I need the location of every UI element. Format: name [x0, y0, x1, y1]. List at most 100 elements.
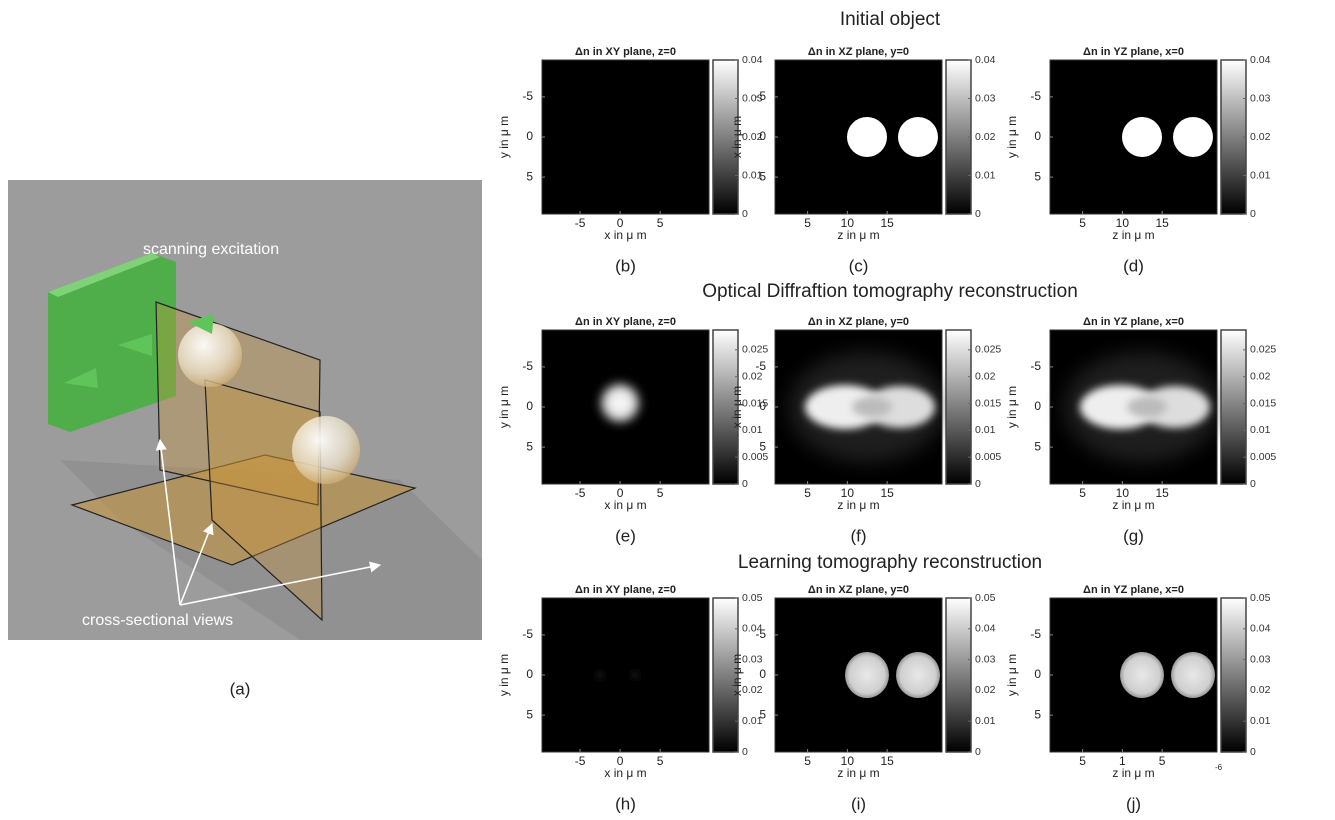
colorbar-tick-label: 0.025 — [742, 344, 768, 356]
y-tick-label: -5 — [755, 89, 766, 103]
y-tick-label: 0 — [1034, 399, 1041, 413]
colorbar-tick-label: 0.05 — [742, 592, 763, 604]
y-tick-label: 0 — [526, 399, 533, 413]
y-axis-label: x in μ m — [730, 386, 744, 428]
panel-title: Δn in XY plane, z=0 — [575, 584, 676, 596]
panel-title: Δn in YZ plane, x=0 — [1083, 584, 1184, 596]
colorbar-tick-label: 0.02 — [1250, 131, 1271, 143]
x-tick-label: -5 — [575, 486, 586, 500]
colorbar — [946, 60, 971, 214]
render-label: cross-sectional views — [82, 612, 233, 629]
colorbar — [1221, 598, 1246, 752]
y-tick-label: 5 — [1034, 439, 1041, 453]
colorbar-tick-label: 0.02 — [1250, 684, 1271, 696]
colorbar — [946, 330, 971, 484]
y-tick-label: 5 — [759, 169, 766, 183]
image — [775, 598, 942, 752]
colorbar-tick-label: 0.02 — [975, 131, 996, 143]
x-tick-label: -5 — [575, 754, 586, 768]
disc — [845, 652, 889, 698]
x-tick-label: 5 — [1079, 486, 1086, 500]
colorbar-tick-label: 0.03 — [742, 653, 763, 665]
x-exponent: -6 — [1215, 763, 1223, 772]
x-tick-label: 5 — [1159, 754, 1166, 768]
x-tick-label: 5 — [657, 216, 664, 230]
x-tick-label: 5 — [1079, 216, 1086, 230]
faint-dot — [597, 672, 603, 678]
y-tick-label: 5 — [1034, 707, 1041, 721]
colorbar-tick-label: 0.01 — [1250, 169, 1271, 181]
image — [1050, 330, 1220, 484]
x-tick-label: 5 — [657, 754, 664, 768]
colorbar-tick-label: 0.03 — [975, 92, 996, 104]
panel-caption: (c) — [849, 256, 869, 275]
colorbar-tick-label: 0.03 — [1250, 653, 1271, 665]
disc — [898, 117, 938, 157]
y-axis-label: x in μ m — [730, 116, 744, 158]
render-label: scanning excitation — [143, 241, 279, 258]
image — [542, 60, 709, 214]
x-tick-label: 5 — [657, 486, 664, 500]
disc — [847, 117, 887, 157]
panel-caption: (i) — [851, 794, 866, 813]
x-tick-label: 15 — [880, 754, 894, 768]
disc — [896, 652, 940, 698]
colorbar-tick-label: 0.03 — [975, 653, 996, 665]
colorbar-tick-label: 0.02 — [975, 370, 996, 382]
row-title: Learning tomography reconstruction — [738, 552, 1042, 573]
colorbar-tick-label: 0.005 — [975, 451, 1001, 463]
colorbar-tick-label: 0.025 — [975, 344, 1001, 356]
panel-title: Δn in XZ plane, y=0 — [808, 316, 909, 328]
image — [775, 60, 942, 214]
colorbar-tick-label: 0.02 — [1250, 370, 1271, 382]
colorbar-tick-label: 0 — [742, 208, 748, 220]
y-axis-label: y in μ m — [1005, 386, 1019, 428]
y-tick-label: -5 — [522, 359, 533, 373]
y-tick-label: -5 — [1030, 627, 1041, 641]
colorbar-tick-label: 0.02 — [742, 684, 763, 696]
colorbar-tick-label: 0 — [975, 478, 981, 490]
colorbar-tick-label: 0 — [975, 208, 981, 220]
panel-title: Δn in XY plane, z=0 — [575, 46, 676, 58]
x-axis-label: z in μ m — [837, 766, 879, 780]
panel-title: Δn in XY plane, z=0 — [575, 316, 676, 328]
y-tick-label: -5 — [755, 359, 766, 373]
colorbar-tick-label: 0 — [742, 746, 748, 758]
neck — [1127, 397, 1167, 417]
faint-dot — [632, 672, 638, 678]
neck — [852, 397, 892, 417]
panel-caption: (e) — [615, 526, 636, 545]
sphere — [292, 416, 360, 484]
colorbar-tick-label: 0.04 — [1250, 623, 1271, 635]
x-axis-label: z in μ m — [1112, 766, 1154, 780]
x-tick-label: 15 — [1155, 216, 1169, 230]
y-tick-label: 0 — [759, 667, 766, 681]
x-axis-label: z in μ m — [1112, 228, 1154, 242]
image — [1050, 60, 1217, 214]
colorbar-tick-label: 0.005 — [1250, 451, 1276, 463]
y-tick-label: 0 — [1034, 129, 1041, 143]
colorbar-tick-label: 0 — [742, 478, 748, 490]
x-axis-label: x in μ m — [604, 498, 646, 512]
y-tick-label: -5 — [1030, 89, 1041, 103]
y-tick-label: 0 — [526, 129, 533, 143]
y-axis-label: y in μ m — [497, 386, 511, 428]
colorbar-tick-label: 0.05 — [1250, 592, 1271, 604]
colorbar-tick-label: 0.01 — [1250, 424, 1271, 436]
y-tick-label: 0 — [1034, 667, 1041, 681]
image — [542, 598, 709, 752]
colorbar — [1221, 60, 1246, 214]
colorbar — [946, 598, 971, 752]
y-axis-label: x in μ m — [730, 654, 744, 696]
y-axis-label: y in μ m — [497, 116, 511, 158]
colorbar-tick-label: 0 — [1250, 478, 1256, 490]
x-tick-label: 5 — [804, 486, 811, 500]
panel-caption: (b) — [615, 256, 636, 275]
image — [775, 330, 945, 484]
disc — [1171, 652, 1215, 698]
x-tick-label: 15 — [1155, 486, 1169, 500]
y-axis-label: y in μ m — [1005, 116, 1019, 158]
blob — [594, 377, 646, 429]
panel-title: Δn in XZ plane, y=0 — [808, 46, 909, 58]
y-tick-label: -5 — [1030, 359, 1041, 373]
